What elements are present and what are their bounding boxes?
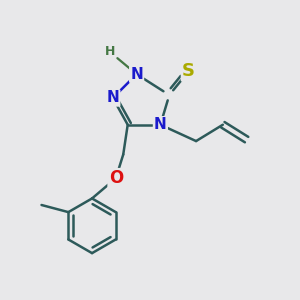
Text: N: N xyxy=(106,91,119,106)
Text: O: O xyxy=(109,169,123,187)
Text: N: N xyxy=(130,67,143,82)
Text: H: H xyxy=(105,45,115,58)
Text: S: S xyxy=(182,62,195,80)
Text: N: N xyxy=(154,117,167,132)
